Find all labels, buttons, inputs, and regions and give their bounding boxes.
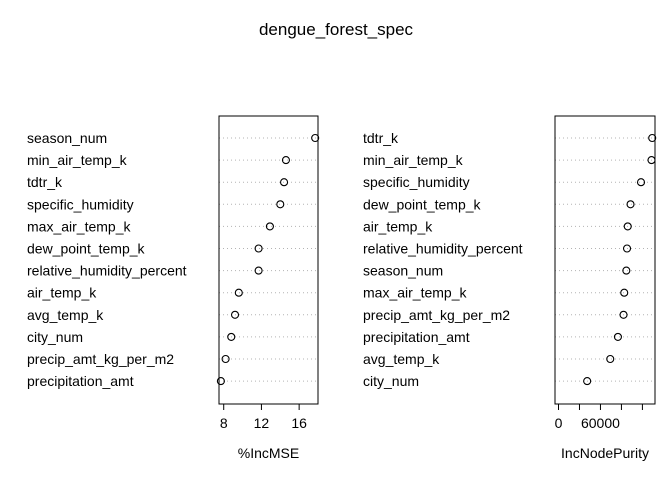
incmse-category-label: avg_temp_k	[27, 307, 104, 323]
incmse-tick-label: 12	[254, 415, 270, 431]
incnodepurity-category-label: avg_temp_k	[363, 351, 440, 367]
incnodepurity-category-label: tdtr_k	[363, 130, 399, 146]
incnodepurity-point	[613, 332, 622, 341]
incmse-point	[221, 354, 230, 364]
incnodepurity-tick-label: 0	[555, 415, 563, 431]
incmse-category-label: relative_humidity_percent	[27, 263, 187, 279]
incnodepurity-point	[622, 266, 631, 275]
incmse-point	[227, 332, 236, 341]
panel-incmse: season_num min_air_temp_k tdtr_k specific_h…	[27, 115, 320, 461]
incnodepurity-point	[606, 354, 615, 364]
incnodepurity-plot-frame	[554, 115, 656, 405]
incmse-category-label: air_temp_k	[27, 285, 97, 301]
incmse-tick-label: 16	[291, 415, 307, 431]
incnodepurity-category-label: relative_humidity_percent	[363, 241, 523, 257]
incmse-point	[230, 310, 240, 319]
incnodepurity-point	[622, 244, 632, 253]
incmse-category-label: min_air_temp_k	[27, 152, 128, 168]
incnodepurity-tick-label: 60000	[581, 415, 620, 431]
incmse-category-label: precipitation_amt	[27, 373, 134, 389]
incmse-category-label: dew_point_temp_k	[27, 241, 146, 257]
incnodepurity-point	[648, 133, 657, 143]
incmse-axis-label: %IncMSE	[238, 445, 299, 461]
incmse-point	[265, 222, 274, 231]
incmse-point	[311, 133, 320, 143]
incnodepurity-category-label: specific_humidity	[363, 174, 470, 190]
incmse-category-label: city_num	[27, 329, 83, 345]
incnodepurity-category-label: season_num	[363, 263, 443, 279]
incmse-tick-label: 8	[220, 415, 228, 431]
incmse-category-label: precip_amt_kg_per_m2	[27, 351, 174, 367]
incnodepurity-point	[636, 178, 646, 187]
incmse-point	[280, 178, 289, 187]
chart-title: dengue_forest_spec	[259, 20, 414, 39]
incnodepurity-category-label: max_air_temp_k	[363, 285, 467, 301]
incnodepurity-point	[583, 377, 592, 386]
panel-incnodepurity: tdtr_k min_air_temp_k specific_humiditydew…	[363, 115, 657, 461]
incmse-point	[234, 288, 243, 297]
incmse-point	[254, 244, 263, 253]
incmse-point	[254, 266, 263, 275]
incmse-category-label: season_num	[27, 130, 107, 146]
incmse-point	[276, 200, 285, 209]
incmse-point	[216, 377, 225, 386]
incnodepurity-point	[626, 200, 635, 209]
incnodepurity-category-label: min_air_temp_k	[363, 152, 464, 168]
incmse-plot-frame	[218, 115, 319, 405]
incnodepurity-point	[623, 222, 632, 231]
incnodepurity-category-label: city_num	[363, 373, 419, 389]
incnodepurity-category-label: precip_amt_kg_per_m2	[363, 307, 510, 323]
incnodepurity-point	[619, 310, 628, 319]
incnodepurity-category-label: air_temp_k	[363, 218, 433, 234]
incmse-point	[281, 156, 290, 165]
incnodepurity-category-label: dew_point_temp_k	[363, 196, 482, 212]
incmse-category-label: tdtr_k	[27, 174, 63, 190]
incnodepurity-category-label: precipitation_amt	[363, 329, 470, 345]
incnodepurity-axis-label: IncNodePurity	[561, 445, 649, 461]
incmse-category-label: specific_humidity	[27, 196, 134, 212]
incmse-category-label: max_air_temp_k	[27, 218, 131, 234]
incnodepurity-point	[620, 288, 629, 297]
